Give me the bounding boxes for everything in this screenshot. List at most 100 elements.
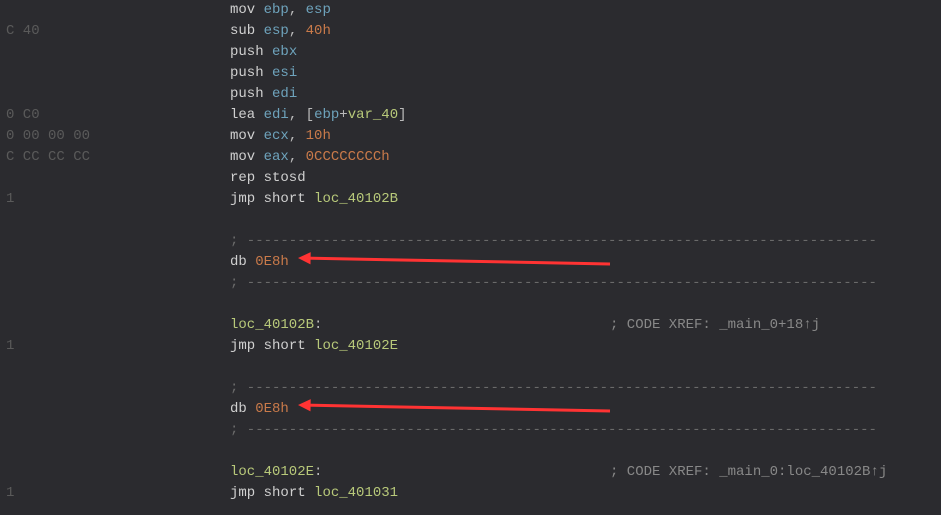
code-line: 1jmp short loc_401031 bbox=[0, 483, 941, 504]
code-line: loc_40102B: ; CODE XREF: _main_0+18↑j bbox=[0, 315, 941, 336]
tok-num: 0E8h bbox=[255, 254, 289, 270]
tok-reg: ebp bbox=[314, 107, 339, 123]
tok-dashopen: ; --------------------------------------… bbox=[230, 233, 877, 249]
code-cell: ; --------------------------------------… bbox=[100, 273, 941, 294]
tok-ident: loc_40102E bbox=[314, 338, 398, 354]
tok-mnem: push bbox=[230, 65, 264, 81]
code-cell: db 0E8h bbox=[100, 399, 941, 420]
code-cell: push edi bbox=[100, 84, 941, 105]
tok-mnem: sub bbox=[230, 23, 255, 39]
tok-punct: ] bbox=[398, 107, 406, 123]
code-cell: db 0E8h bbox=[100, 252, 941, 273]
code-cell: sub esp, 40h bbox=[100, 21, 941, 42]
tok-reg: ebp bbox=[264, 2, 289, 18]
tok-mnem: db bbox=[230, 401, 255, 417]
code-cell: jmp short loc_40102B bbox=[100, 189, 941, 210]
tok-punct: : bbox=[314, 317, 322, 333]
code-cell: push ebx bbox=[100, 42, 941, 63]
code-line: db 0E8h bbox=[0, 252, 941, 273]
hex-gutter: C CC CC CC bbox=[0, 147, 100, 168]
code-line bbox=[0, 210, 941, 231]
tok-mnem: db bbox=[230, 254, 255, 270]
tok-label: loc_40102E bbox=[230, 464, 314, 480]
code-cell: jmp short loc_40102E bbox=[100, 336, 941, 357]
code-line: C CC CC CCmov eax, 0CCCCCCCCh bbox=[0, 147, 941, 168]
hex-gutter: 0 C0 bbox=[0, 105, 100, 126]
code-line: push edi bbox=[0, 84, 941, 105]
tok-reg: ebx bbox=[272, 44, 297, 60]
tok-mnem: push bbox=[230, 44, 264, 60]
tok-ident: loc_40102B bbox=[314, 191, 398, 207]
code-cell: mov ebp, esp bbox=[100, 0, 941, 21]
tok-mnem: short bbox=[264, 191, 314, 207]
tok-label: loc_40102B bbox=[230, 317, 314, 333]
code-cell: mov ecx, 10h bbox=[100, 126, 941, 147]
tok-mnem: jmp bbox=[230, 191, 255, 207]
tok-punct: , bbox=[289, 128, 306, 144]
code-cell: ; --------------------------------------… bbox=[100, 378, 941, 399]
tok-dashopen: ; --------------------------------------… bbox=[230, 380, 877, 396]
code-cell: mov eax, 0CCCCCCCCh bbox=[100, 147, 941, 168]
tok-ident: var_40 bbox=[348, 107, 398, 123]
code-line: ; --------------------------------------… bbox=[0, 273, 941, 294]
tok-ident: loc_401031 bbox=[314, 485, 398, 501]
tok-mnem: short bbox=[264, 485, 314, 501]
tok-mnem: jmp bbox=[230, 338, 255, 354]
tok-mnem: short bbox=[264, 338, 314, 354]
code-cell: push esi bbox=[100, 63, 941, 84]
code-cell: loc_40102E:; CODE XREF: _main_0:loc_4010… bbox=[100, 462, 941, 483]
code-cell: ; --------------------------------------… bbox=[100, 231, 941, 252]
tok-reg: edi bbox=[272, 86, 297, 102]
code-line: db 0E8h bbox=[0, 399, 941, 420]
tok-mnem: lea bbox=[230, 107, 255, 123]
tok-mnem: rep stosd bbox=[230, 170, 306, 186]
code-line: 1jmp short loc_40102E bbox=[0, 336, 941, 357]
code-line: 0 00 00 00mov ecx, 10h bbox=[0, 126, 941, 147]
tok-reg: edi bbox=[264, 107, 289, 123]
tok-num: 0E8h bbox=[255, 401, 289, 417]
tok-num: 10h bbox=[306, 128, 331, 144]
tok-punct: , [ bbox=[289, 107, 314, 123]
code-line: ; --------------------------------------… bbox=[0, 378, 941, 399]
code-line: 1jmp short loc_40102B bbox=[0, 189, 941, 210]
code-cell: rep stosd bbox=[100, 168, 941, 189]
hex-gutter: 1 bbox=[0, 189, 100, 210]
tok-reg: esp bbox=[306, 2, 331, 18]
code-line: mov ebp, esp bbox=[0, 0, 941, 21]
code-line: C 40sub esp, 40h bbox=[0, 21, 941, 42]
code-xref: ; CODE XREF: _main_0+18↑j bbox=[610, 315, 820, 336]
code-line: push esi bbox=[0, 63, 941, 84]
hex-gutter: 1 bbox=[0, 483, 100, 504]
hex-gutter: C 40 bbox=[0, 21, 100, 42]
tok-mnem: mov bbox=[230, 128, 255, 144]
tok-punct: , bbox=[289, 149, 306, 165]
tok-punct: , bbox=[289, 23, 306, 39]
disassembly-listing: mov ebp, espC 40sub esp, 40hpush ebxpush… bbox=[0, 0, 941, 504]
code-line: 0 C0lea edi, [ebp+var_40] bbox=[0, 105, 941, 126]
tok-mnem: mov bbox=[230, 2, 255, 18]
code-cell: loc_40102B: ; CODE XREF: _main_0+18↑j bbox=[100, 315, 941, 336]
tok-num: 40h bbox=[306, 23, 331, 39]
tok-reg: esi bbox=[272, 65, 297, 81]
code-line: rep stosd bbox=[0, 168, 941, 189]
code-line bbox=[0, 357, 941, 378]
code-cell: lea edi, [ebp+var_40] bbox=[100, 105, 941, 126]
tok-punct: , bbox=[289, 2, 306, 18]
code-cell: ; --------------------------------------… bbox=[100, 420, 941, 441]
code-cell: jmp short loc_401031 bbox=[100, 483, 941, 504]
tok-dashopen: ; --------------------------------------… bbox=[230, 275, 877, 291]
hex-gutter: 0 00 00 00 bbox=[0, 126, 100, 147]
tok-mnem: push bbox=[230, 86, 264, 102]
tok-reg: ecx bbox=[264, 128, 289, 144]
code-line: ; --------------------------------------… bbox=[0, 231, 941, 252]
tok-reg: eax bbox=[264, 149, 289, 165]
code-line: push ebx bbox=[0, 42, 941, 63]
code-line bbox=[0, 441, 941, 462]
tok-num: 0CCCCCCCCh bbox=[306, 149, 390, 165]
code-line bbox=[0, 294, 941, 315]
tok-mnem: mov bbox=[230, 149, 255, 165]
code-line: loc_40102E:; CODE XREF: _main_0:loc_4010… bbox=[0, 462, 941, 483]
tok-mnem: jmp bbox=[230, 485, 255, 501]
tok-reg: esp bbox=[264, 23, 289, 39]
code-xref: ; CODE XREF: _main_0:loc_40102B↑j bbox=[610, 462, 887, 483]
